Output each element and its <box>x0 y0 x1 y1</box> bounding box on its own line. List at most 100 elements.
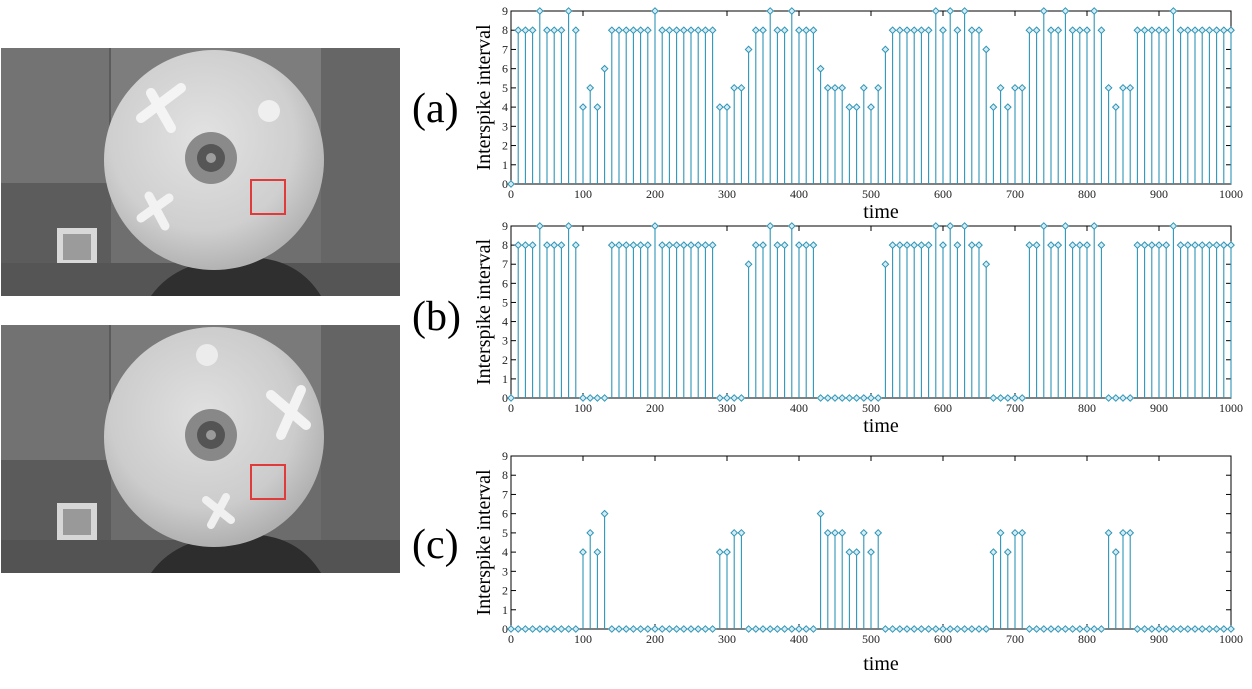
stem-marker-b-15 <box>615 241 623 250</box>
stem-marker-b-40 <box>795 241 803 250</box>
stem-marker-a-96 <box>1198 26 1207 35</box>
stem-marker-c-11 <box>586 528 595 537</box>
stem-marker-a-17 <box>629 26 638 35</box>
stem-marker-b-97 <box>1205 241 1214 250</box>
stem-marker-a-36 <box>766 7 775 15</box>
stem-marker-b-43 <box>816 394 825 402</box>
cd-photo-top <box>1 48 400 296</box>
y-tick-label-a-6: 6 <box>502 62 508 76</box>
stem-marker-c-29 <box>715 548 724 557</box>
stem-marker-a-3 <box>528 26 537 35</box>
stem-marker-a-31 <box>730 83 739 92</box>
stem-marker-a-27 <box>701 26 710 35</box>
stem-marker-c-97 <box>1205 625 1214 633</box>
stem-marker-b-37 <box>773 241 782 250</box>
stem-marker-c-69 <box>1003 548 1012 557</box>
stem-marker-a-22 <box>665 26 674 35</box>
stem-marker-b-68 <box>996 394 1005 402</box>
y-tick-label-c-9: 9 <box>502 449 508 463</box>
x-tick-label-c-8: 800 <box>1078 632 1096 646</box>
y-axis-label-c: Interspike interval <box>473 469 495 615</box>
stem-marker-a-24 <box>679 26 688 35</box>
stem-marker-c-62 <box>953 625 962 633</box>
stem-marker-c-0 <box>507 625 515 633</box>
stem-marker-c-52 <box>881 625 890 633</box>
stem-marker-a-59 <box>931 7 940 15</box>
stem-marker-c-91 <box>1162 625 1171 633</box>
stem-marker-c-84 <box>1111 548 1120 557</box>
stem-marker-c-70 <box>1011 528 1019 537</box>
x-tick-label-c-10: 1000 <box>1219 632 1243 646</box>
x-tick-label-c-1: 100 <box>574 632 592 646</box>
stem-marker-c-45 <box>831 528 839 537</box>
x-tick-label-a-6: 600 <box>934 187 952 201</box>
stem-marker-a-83 <box>1104 83 1113 92</box>
stem-marker-b-31 <box>730 394 739 402</box>
stem-marker-b-8 <box>564 222 573 230</box>
region-box <box>250 464 286 500</box>
stem-marker-a-97 <box>1205 26 1214 35</box>
stem-marker-a-30 <box>723 103 731 112</box>
stem-marker-b-84 <box>1111 394 1120 402</box>
stem-marker-a-26 <box>694 26 703 35</box>
stem-marker-c-19 <box>643 625 652 633</box>
stem-marker-b-41 <box>802 241 811 250</box>
stem-marker-a-41 <box>802 26 811 35</box>
stem-marker-a-45 <box>831 83 839 92</box>
stem-marker-a-56 <box>910 26 919 35</box>
stem-marker-b-83 <box>1104 394 1113 402</box>
stem-marker-b-29 <box>715 394 724 402</box>
stem-marker-c-73 <box>1032 625 1041 633</box>
stem-marker-b-90 <box>1155 241 1163 250</box>
panel-letter-a: (a) <box>412 86 459 132</box>
stem-marker-a-78 <box>1068 26 1077 35</box>
stem-marker-b-45 <box>831 394 839 402</box>
panel-b: (b) 0 100 200 300 400 500 600 700 800 900 1000 0 1 2… <box>412 219 1243 437</box>
stem-marker-c-81 <box>1090 625 1099 633</box>
stem-marker-c-95 <box>1191 625 1199 633</box>
stems-c <box>507 509 1235 633</box>
y-tick-label-a-5: 5 <box>502 81 508 95</box>
stem-marker-b-16 <box>622 241 631 250</box>
stem-marker-b-3 <box>528 241 537 250</box>
stem-marker-c-83 <box>1104 528 1113 537</box>
stem-marker-b-38 <box>780 241 789 250</box>
stem-marker-a-71 <box>1018 83 1027 92</box>
x-tick-label-a-9: 900 <box>1150 187 1168 201</box>
stem-marker-a-39 <box>787 7 796 15</box>
y-tick-label-c-7: 7 <box>502 487 508 501</box>
stem-marker-b-91 <box>1162 241 1171 250</box>
stem-marker-b-73 <box>1032 241 1041 250</box>
stem-marker-b-6 <box>550 241 559 250</box>
stem-marker-c-18 <box>636 625 645 633</box>
x-tick-label-b-2: 200 <box>646 401 664 415</box>
stem-marker-c-13 <box>600 509 609 518</box>
stem-marker-a-20 <box>651 7 659 15</box>
y-tick-label-a-3: 3 <box>502 119 508 133</box>
stem-marker-b-32 <box>737 394 746 402</box>
stem-marker-b-87 <box>1133 241 1142 250</box>
stem-marker-c-60 <box>939 625 947 633</box>
stem-marker-c-72 <box>1025 625 1034 633</box>
stem-marker-c-3 <box>528 625 537 633</box>
stem-marker-c-78 <box>1068 625 1077 633</box>
stem-marker-a-75 <box>1047 26 1055 35</box>
stem-marker-b-33 <box>744 260 753 269</box>
y-tick-label-a-1: 1 <box>502 158 508 172</box>
stem-marker-c-37 <box>773 625 782 633</box>
stem-marker-b-12 <box>593 394 602 402</box>
stem-marker-c-8 <box>564 625 573 633</box>
stem-marker-a-89 <box>1147 26 1156 35</box>
stem-marker-a-62 <box>953 26 962 35</box>
stem-marker-b-53 <box>888 241 897 250</box>
stem-marker-b-2 <box>521 241 530 250</box>
x-tick-label-a-10: 1000 <box>1219 187 1243 201</box>
stem-marker-b-78 <box>1068 241 1077 250</box>
stem-marker-a-10 <box>579 103 587 112</box>
stem-marker-a-2 <box>521 26 530 35</box>
stem-marker-a-50 <box>867 103 875 112</box>
y-tick-label-a-9: 9 <box>502 4 508 18</box>
stem-marker-a-88 <box>1140 26 1149 35</box>
stem-marker-a-13 <box>600 64 609 73</box>
stem-marker-c-82 <box>1097 625 1106 633</box>
